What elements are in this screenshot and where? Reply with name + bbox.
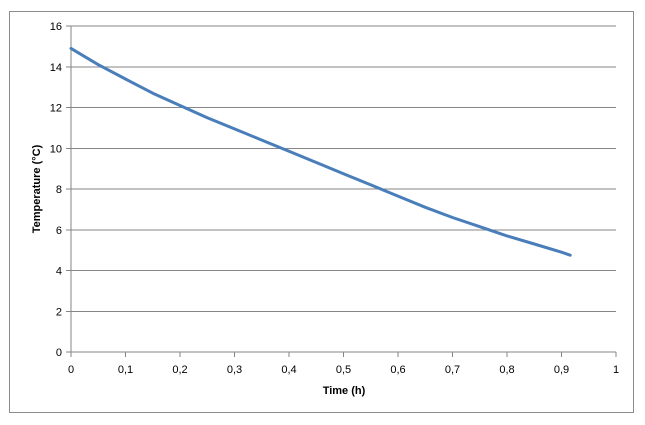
y-tick-label: 0 xyxy=(56,347,62,359)
x-tick-label: 0,5 xyxy=(336,364,351,376)
y-tick-label: 16 xyxy=(50,21,62,33)
axes xyxy=(70,26,617,357)
x-tick-label: 0,6 xyxy=(390,364,405,376)
y-tick-label: 14 xyxy=(50,62,62,74)
y-tick-label: 6 xyxy=(56,225,62,237)
x-tick-label: 0 xyxy=(68,364,74,376)
y-tick-label: 4 xyxy=(56,266,62,278)
y-tick-label: 10 xyxy=(50,143,62,155)
x-tick-label: 0,2 xyxy=(172,364,187,376)
x-axis-title: Time (h) xyxy=(323,385,366,397)
x-tick-label: 0,7 xyxy=(445,364,460,376)
x-tick-label: 0,1 xyxy=(118,364,133,376)
x-tick-label: 0,4 xyxy=(281,364,296,376)
series-line xyxy=(69,46,572,257)
x-tick-label: 0,3 xyxy=(227,364,242,376)
y-tick-labels: 0 2 4 6 8 10 12 14 16 xyxy=(50,21,62,359)
y-axis-title: Temperature (°C) xyxy=(31,144,43,233)
x-tick-label: 0,9 xyxy=(554,364,569,376)
y-tick-label: 12 xyxy=(50,103,62,115)
series-group xyxy=(69,46,572,257)
y-tick-label: 2 xyxy=(56,306,62,318)
chart-frame xyxy=(9,11,634,413)
x-tick-label: 1 xyxy=(613,364,619,376)
x-tick-label: 0,8 xyxy=(499,364,514,376)
x-tick-labels: 0 0,1 0,2 0,3 0,4 0,5 0,6 0,7 0,8 0,9 1 xyxy=(68,364,619,376)
grid-lines xyxy=(66,25,616,353)
y-tick-label: 8 xyxy=(56,184,62,196)
